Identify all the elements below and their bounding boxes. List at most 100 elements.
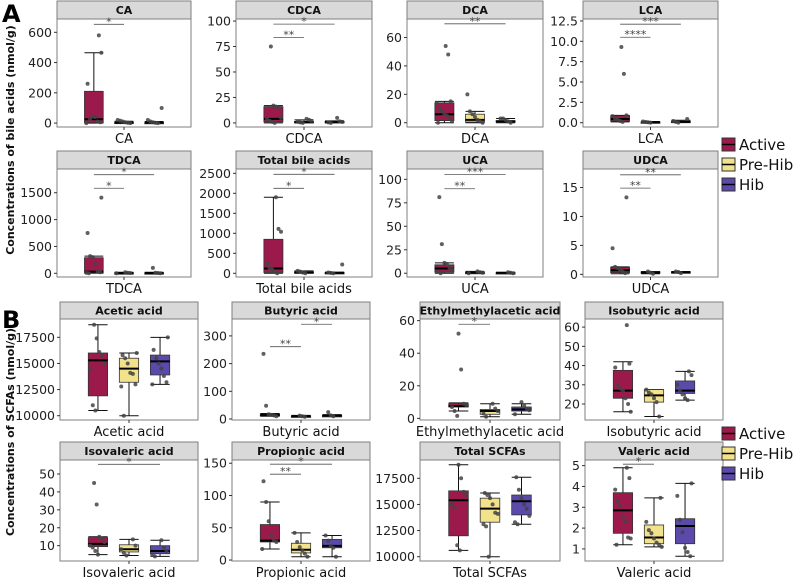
data-point xyxy=(448,99,453,104)
data-point xyxy=(654,540,659,545)
data-point xyxy=(269,533,274,538)
box-pre-hib xyxy=(294,268,314,276)
data-point xyxy=(686,369,691,374)
data-point xyxy=(328,413,333,418)
data-point xyxy=(473,115,477,120)
data-point xyxy=(475,117,480,122)
box-active xyxy=(612,465,634,547)
legend-label: Pre-Hib xyxy=(739,445,793,463)
data-point xyxy=(613,116,618,121)
data-point xyxy=(657,414,662,419)
data-point xyxy=(626,535,631,540)
data-point xyxy=(620,514,625,519)
significance-label: ** xyxy=(630,179,642,192)
data-point xyxy=(123,356,128,361)
data-point xyxy=(267,266,272,271)
y-tick-label: 3 xyxy=(572,500,580,515)
data-point xyxy=(677,388,682,393)
data-point xyxy=(333,554,338,559)
panel-ethylmethylacetic-acid: Ethylmethylacetic acid0204060Ethylmethyl… xyxy=(399,301,564,440)
box-iqr xyxy=(479,497,501,523)
y-tick-label: 2 xyxy=(572,521,580,536)
data-point xyxy=(326,120,331,125)
plot-area xyxy=(235,168,373,278)
data-point xyxy=(266,519,271,524)
data-point xyxy=(683,396,688,401)
data-point xyxy=(439,242,444,247)
y-tick-label: 12.5 xyxy=(550,13,578,28)
box-hib xyxy=(511,400,532,417)
y-tick-label: 1500 xyxy=(20,185,52,200)
data-point xyxy=(456,331,461,336)
data-point xyxy=(457,548,462,553)
facet-title: UDCA xyxy=(633,154,668,167)
box-pre-hib xyxy=(643,495,665,549)
data-point xyxy=(150,265,155,270)
legend-item-pre-hib: Pre-Hib xyxy=(721,445,793,463)
y-tick-label: 10 xyxy=(39,538,55,553)
box-pre-hib xyxy=(640,119,661,125)
panel-ca: CA 0 200 400 600 CA * xyxy=(28,0,192,147)
data-point xyxy=(467,109,472,114)
data-point xyxy=(99,195,104,200)
data-point xyxy=(685,117,690,122)
data-point xyxy=(292,530,297,535)
y-tick-label: 40 xyxy=(39,484,55,499)
data-point xyxy=(644,387,649,392)
box-hib xyxy=(674,481,696,559)
box-iqr xyxy=(149,354,171,376)
box-hib xyxy=(511,475,532,527)
y-axis-title-bile-acids: Concentrations of bile acids (nmol/g) xyxy=(4,25,17,255)
plot-area xyxy=(582,18,719,128)
box-active xyxy=(87,322,109,413)
data-point xyxy=(271,538,276,543)
data-point xyxy=(93,549,98,554)
box-pre-hib xyxy=(114,270,134,276)
data-point xyxy=(493,406,498,411)
data-point xyxy=(624,113,629,118)
data-point xyxy=(115,118,120,123)
data-point xyxy=(88,543,93,548)
data-point xyxy=(159,366,164,371)
data-point xyxy=(689,373,694,378)
data-point xyxy=(264,499,269,504)
data-point xyxy=(276,226,281,231)
data-point xyxy=(265,261,270,266)
data-point xyxy=(615,499,620,504)
x-axis-label: Total bile acids xyxy=(255,282,352,297)
box-active xyxy=(610,195,630,276)
y-tick-label: 50 xyxy=(211,520,227,535)
data-point xyxy=(260,547,265,552)
legend-label: Active xyxy=(739,425,785,443)
legend-scfas: Active Pre-Hib Hib xyxy=(721,425,793,483)
data-point xyxy=(96,33,101,38)
data-point xyxy=(337,119,342,124)
box-hib xyxy=(321,533,343,559)
legend-label: Pre-Hib xyxy=(739,156,793,174)
data-point xyxy=(437,195,442,200)
data-point xyxy=(461,401,466,406)
data-point xyxy=(297,545,302,550)
data-point xyxy=(623,396,628,401)
plot-area xyxy=(582,168,719,278)
facet-title: UCA xyxy=(462,154,488,167)
y-tick-label: 0 xyxy=(44,116,52,131)
data-point xyxy=(522,403,527,408)
box-hib xyxy=(495,270,516,276)
box-hib xyxy=(495,116,516,125)
data-point xyxy=(522,502,527,507)
data-point xyxy=(512,412,517,417)
y-tick-label: 20 xyxy=(386,87,402,102)
panels: CA0200400600CA*CDCA0255075100CDCA***DCA0… xyxy=(15,0,724,580)
data-point xyxy=(618,386,623,391)
x-axis-label: UDCA xyxy=(632,282,670,297)
data-point xyxy=(613,365,618,370)
x-axis-label: Isovaleric acid xyxy=(82,566,175,580)
data-point xyxy=(628,409,633,414)
data-point xyxy=(88,254,93,259)
data-point xyxy=(302,551,307,556)
data-point xyxy=(271,103,276,108)
